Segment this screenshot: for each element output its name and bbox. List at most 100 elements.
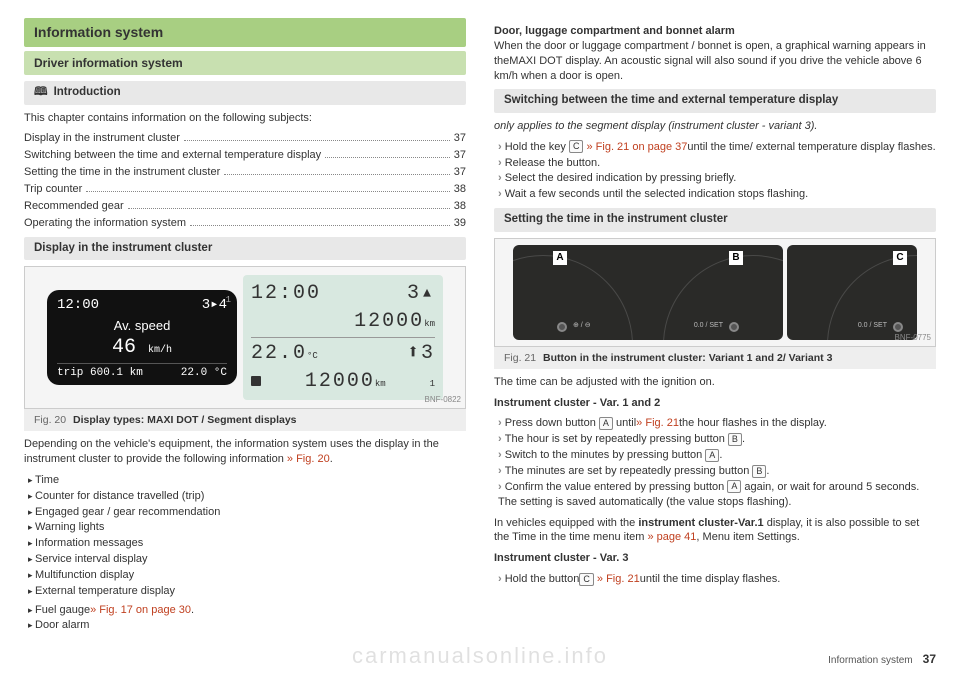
tag-a: A [553, 251, 567, 265]
maxi-unit: km/h [148, 345, 172, 356]
fuel-bullet: Fuel gauge [35, 604, 90, 616]
maxi-value: 46 [112, 336, 136, 359]
key-a2: A [705, 449, 719, 462]
right-column: Door, luggage compartment and bonnet ala… [494, 18, 936, 637]
v12-s2a: The hour is set by repeatedly pressing b… [505, 433, 728, 445]
bullet-item: Information messages [28, 536, 466, 551]
toc-label: Recommended gear [24, 199, 124, 214]
toc-page: 38 [454, 199, 466, 214]
toc-page: 38 [454, 182, 466, 197]
switch-steps: Hold the key C » Fig. 21 on page 37until… [494, 140, 936, 202]
door-alarm-block: Door, luggage compartment and bonnet ala… [494, 24, 936, 83]
book-icon: 🕮 [34, 86, 48, 98]
bullet-item: Warning lights [28, 520, 466, 535]
maxi-dot-display: 1 12:00 3▸4 Av. speed 46 km/h trip 600.1… [47, 290, 237, 385]
segment-display: 12:003▴ 12000km 22.0°C⬆3 12000km1 [243, 275, 443, 400]
fuel-bullet-row: Fuel gauge» Fig. 17 on page 30. Door ala… [28, 603, 466, 634]
button-b-icon [729, 322, 739, 332]
toc: Display in the instrument cluster 37 Switc… [24, 131, 466, 230]
maxi-time: 12:00 [57, 296, 99, 315]
tag-c: C [893, 251, 907, 265]
door-alarm-head: Door, luggage compartment and bonnet ala… [494, 25, 735, 37]
section-sub-header: Driver information system [24, 51, 466, 75]
key-c: C [569, 140, 584, 153]
display-header: Display in the instrument cluster [24, 237, 466, 261]
seg-one: 1 [430, 378, 435, 390]
toc-label: Display in the instrument cluster [24, 131, 180, 146]
footer-page: 37 [923, 651, 936, 667]
fig20-code: BNF-0822 [425, 395, 461, 406]
fig21-caption: Fig. 21 Button in the instrument cluster… [494, 347, 936, 369]
btn-b-label: 0.0 / SET [694, 321, 723, 330]
toc-page: 37 [454, 165, 466, 180]
toc-row: Switching between the time and external … [24, 148, 466, 163]
seg-odo-unit: km [424, 318, 435, 330]
fig21-cap-text: Button in the instrument cluster: Varian… [543, 352, 832, 364]
seg-time: 12:00 [251, 280, 321, 307]
button-a-icon [557, 322, 567, 332]
sw-s1a: Hold the key [505, 141, 569, 153]
depending-link: » Fig. 20 [287, 453, 330, 465]
vn-d: in the time menu item [536, 531, 647, 543]
tag-b: B [729, 251, 743, 265]
var12-steps: Press down button A until» Fig. 21the ho… [494, 416, 936, 509]
vn-b: instrument cluster-Var.1 [638, 517, 763, 529]
bullet-item: External temperature display [28, 584, 466, 599]
intro-text: This chapter contains information on the… [24, 111, 466, 126]
bullet-item: Engaged gear / gear recommendation [28, 505, 466, 520]
bullet-item: Service interval display [28, 552, 466, 567]
vn-settings: Settings [757, 531, 797, 543]
v12-s1c: the hour flashes in the display. [679, 417, 827, 429]
maxi-trip-lbl: trip [57, 367, 83, 379]
toc-row: Display in the instrument cluster 37 [24, 131, 466, 146]
door-bullet: Door alarm [28, 618, 466, 633]
seg-gear: 3▴ [407, 280, 435, 307]
v12-s1b: until [613, 417, 636, 429]
fig20-cap-label: Fig. 20 [34, 414, 66, 426]
depending-body: Depending on the vehicle's equipment, th… [24, 438, 439, 465]
time-header: Setting the time in the instrument clust… [494, 208, 936, 232]
fig21-code: BNF-0775 [895, 333, 931, 344]
sw-s3: Select the desired indication by pressin… [498, 171, 936, 186]
seg-gear2: ⬆3 [407, 340, 435, 367]
v12-s5a: Confirm the value entered by pressing bu… [505, 481, 728, 493]
section-main-header: Information system [24, 18, 466, 47]
v12-s3a: Switch to the minutes by pressing button [505, 449, 706, 461]
fig20-caption: Fig. 20 Display types: MAXI DOT / Segmen… [24, 409, 466, 431]
toc-page: 37 [454, 148, 466, 163]
fig21-cap-label: Fig. 21 [504, 352, 536, 364]
key-a3: A [727, 480, 741, 493]
vn-link: » page 41 [647, 531, 696, 543]
page-footer: Information system 37 [24, 651, 936, 668]
seg-odo: 12000 [354, 308, 424, 335]
btn-c-label: 0.0 / SET [858, 321, 887, 330]
fig21-box: A B ⊕ / ⊖ 0.0 / SET C 0.0 / SET BNF-0775 [494, 238, 936, 347]
v12-s4a: The minutes are set by repeatedly pressi… [505, 465, 753, 477]
key-c2: C [579, 573, 594, 586]
toc-row: Operating the information system39 [24, 216, 466, 231]
maxi-temp: 22.0 °C [181, 366, 227, 381]
v12-s1-link: » Fig. 21 [636, 417, 679, 429]
maxi-corner: 1 [226, 294, 231, 306]
sw-s4: Wait a few seconds until the selected in… [498, 187, 936, 202]
sw-s1-link: » Fig. 21 on page 37 [583, 141, 687, 153]
toc-label: Switching between the time and external … [24, 148, 321, 163]
intro-header: 🕮Introduction [24, 81, 466, 105]
sw-s2: Release the button. [498, 156, 936, 171]
toc-label: Setting the time in the instrument clust… [24, 165, 220, 180]
vn-e: , Menu item [696, 531, 757, 543]
bullet-item: Time [28, 473, 466, 488]
fig20-box: 1 12:00 3▸4 Av. speed 46 km/h trip 600.1… [24, 266, 466, 409]
var1-note: In vehicles equipped with the instrument… [494, 516, 936, 546]
cluster-var3: C 0.0 / SET [787, 245, 917, 340]
maxi-gear: 3▸4 [202, 296, 227, 315]
btn-a-label: ⊕ / ⊖ [573, 321, 591, 330]
key-b1: B [728, 433, 742, 446]
var12-head: Instrument cluster - Var. 1 and 2 [494, 397, 660, 409]
door-alarm-text: When the door or luggage compartment / b… [494, 40, 926, 82]
depending-text: Depending on the vehicle's equipment, th… [24, 437, 466, 467]
v3-s1b: until the time display flashes. [640, 573, 781, 585]
toc-page: 37 [454, 131, 466, 146]
button-c-icon [893, 322, 903, 332]
key-b2: B [752, 465, 766, 478]
